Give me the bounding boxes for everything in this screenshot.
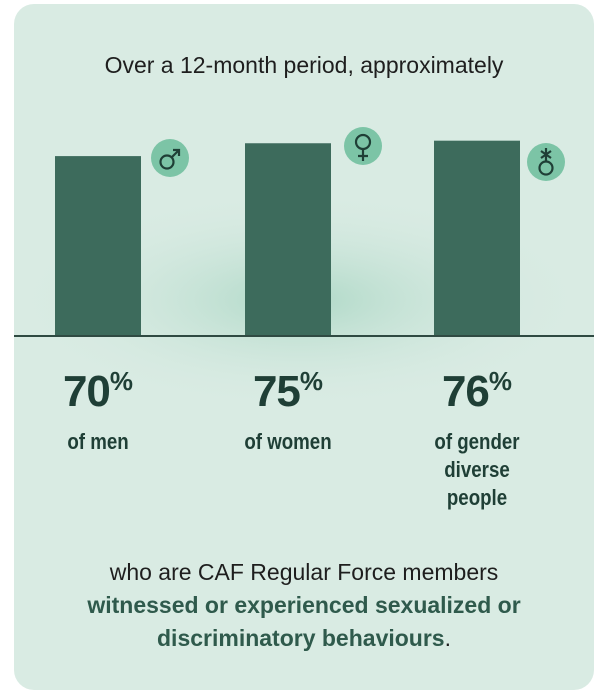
male-icon bbox=[151, 139, 189, 177]
value-label: 70% bbox=[62, 366, 134, 416]
bar bbox=[55, 156, 141, 336]
caption-end: . bbox=[444, 625, 451, 651]
gender-diverse-icon bbox=[527, 143, 565, 181]
category-label: of men bbox=[67, 429, 129, 454]
category-label: of gender diverse people bbox=[434, 429, 520, 510]
category-label: of women bbox=[244, 429, 332, 454]
value-label: 76% bbox=[441, 366, 513, 416]
caption-text: who are CAF Regular Force members bbox=[109, 559, 499, 585]
caption-emphasis: witnessed or experienced sexualized or d… bbox=[87, 592, 521, 651]
chart-title: Over a 12-month period, approximately bbox=[104, 52, 504, 78]
value-label: 75% bbox=[252, 366, 324, 416]
bar bbox=[434, 140, 520, 336]
caption: who are CAF Regular Force members witness… bbox=[60, 556, 548, 655]
female-icon bbox=[344, 127, 382, 165]
bar bbox=[245, 143, 331, 336]
